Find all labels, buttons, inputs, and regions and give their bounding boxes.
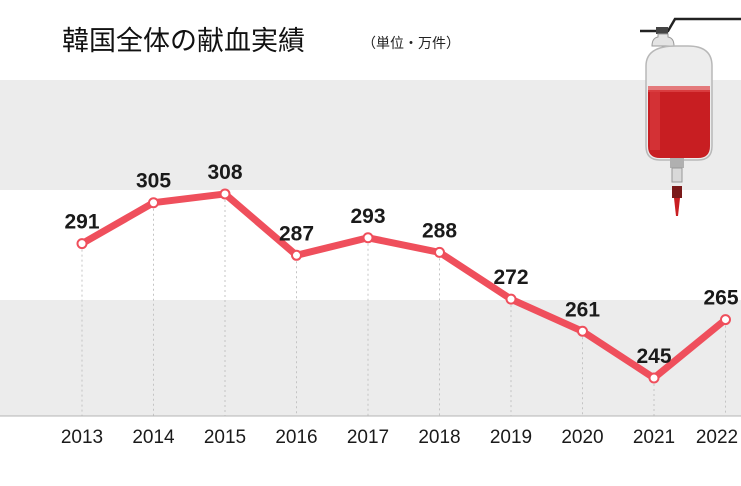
x-tick-2016: 2016 xyxy=(275,427,317,448)
x-tick-2018: 2018 xyxy=(418,427,460,448)
data-point-2018 xyxy=(434,246,445,258)
data-point-2019 xyxy=(505,293,517,305)
data-label-2022: 265 xyxy=(703,287,738,310)
data-label-2017: 293 xyxy=(350,205,385,228)
background-band xyxy=(0,300,741,416)
x-tick-2017: 2017 xyxy=(347,427,389,448)
data-label-2018: 288 xyxy=(422,219,457,242)
data-point-2013 xyxy=(76,238,88,250)
data-label-2016: 287 xyxy=(279,222,314,245)
x-tick-labels: 2013 2014 2015 2016 2017 2018 2019 2020 2021 2022 xyxy=(61,427,738,448)
data-label-2015: 308 xyxy=(207,161,242,184)
vertical-gridlines xyxy=(81,199,726,416)
data-point-2016 xyxy=(291,249,302,261)
data-point-2021 xyxy=(648,372,660,384)
blood-bag-icon xyxy=(640,17,741,216)
x-tick-2019: 2019 xyxy=(490,427,532,448)
series-line xyxy=(78,190,729,382)
data-label-2021: 245 xyxy=(636,345,671,368)
chart-unit: （単位・万件） xyxy=(362,36,460,52)
data-label-2013: 291 xyxy=(64,211,99,234)
x-tick-2013: 2013 xyxy=(61,427,103,448)
data-label-2014: 305 xyxy=(136,170,171,193)
chart-title: 韓国全体の献血実績 xyxy=(62,26,305,57)
data-point-2022 xyxy=(720,314,731,326)
data-label-2020: 261 xyxy=(565,298,600,321)
x-tick-2015: 2015 xyxy=(204,427,246,448)
data-point-2020 xyxy=(577,325,588,337)
data-labels: 291 305 308 287 293 288 272 261 245 265 xyxy=(64,161,738,368)
data-label-2019: 272 xyxy=(493,266,528,289)
x-tick-2022: 2022 xyxy=(696,427,738,448)
background-band xyxy=(0,80,741,190)
data-point-2017 xyxy=(362,232,374,244)
x-tick-2014: 2014 xyxy=(132,427,175,448)
data-point-2015 xyxy=(219,188,231,200)
x-tick-2021: 2021 xyxy=(633,427,675,448)
x-tick-2020: 2020 xyxy=(561,427,603,448)
markers xyxy=(76,188,731,384)
data-point-2014 xyxy=(148,197,159,209)
